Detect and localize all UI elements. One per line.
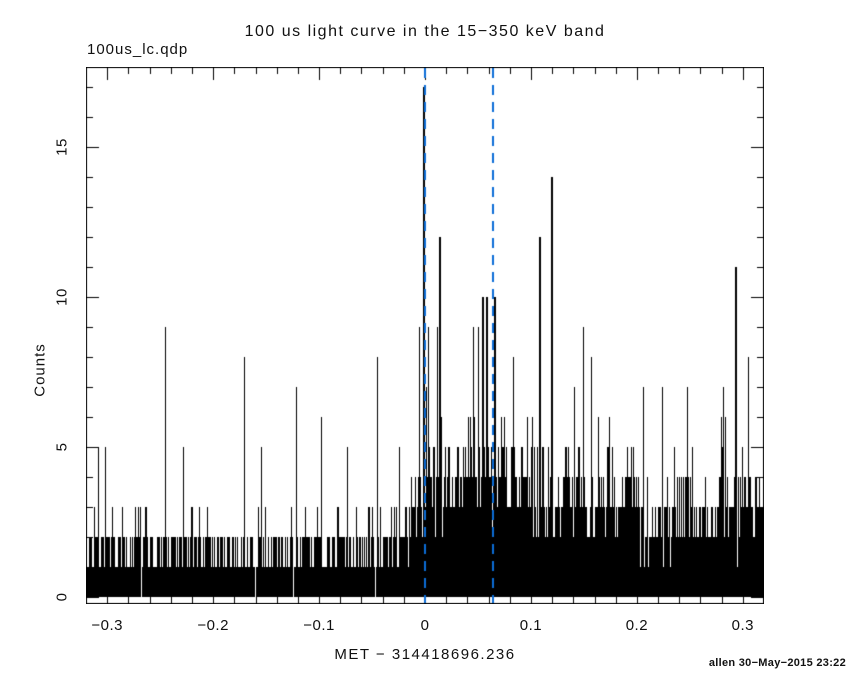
x-tick-label: −0.2 bbox=[197, 617, 229, 634]
x-tick-label: 0 bbox=[420, 617, 430, 634]
light-curve-plot-canvas bbox=[86, 67, 764, 604]
y-tick-label: 15 bbox=[53, 138, 71, 156]
timestamp-credit: allen 30−May−2015 23:22 bbox=[708, 657, 846, 669]
plot-title: 100 us light curve in the 15−350 keV ban… bbox=[244, 23, 606, 40]
x-tick-label: 0.3 bbox=[731, 617, 754, 634]
y-tick-label: 5 bbox=[53, 442, 71, 452]
x-axis-title: MET − 314418696.236 bbox=[334, 646, 516, 663]
y-tick-label: 10 bbox=[53, 288, 71, 306]
filename-label: 100us_lc.qdp bbox=[87, 41, 189, 58]
x-tick-label: 0.2 bbox=[625, 617, 649, 634]
x-tick-label: 0.1 bbox=[519, 617, 543, 634]
x-tick-label: −0.3 bbox=[91, 617, 123, 634]
y-tick-label: 0 bbox=[53, 592, 71, 602]
y-axis-title: Counts bbox=[31, 343, 49, 397]
x-tick-label: −0.1 bbox=[303, 617, 335, 634]
